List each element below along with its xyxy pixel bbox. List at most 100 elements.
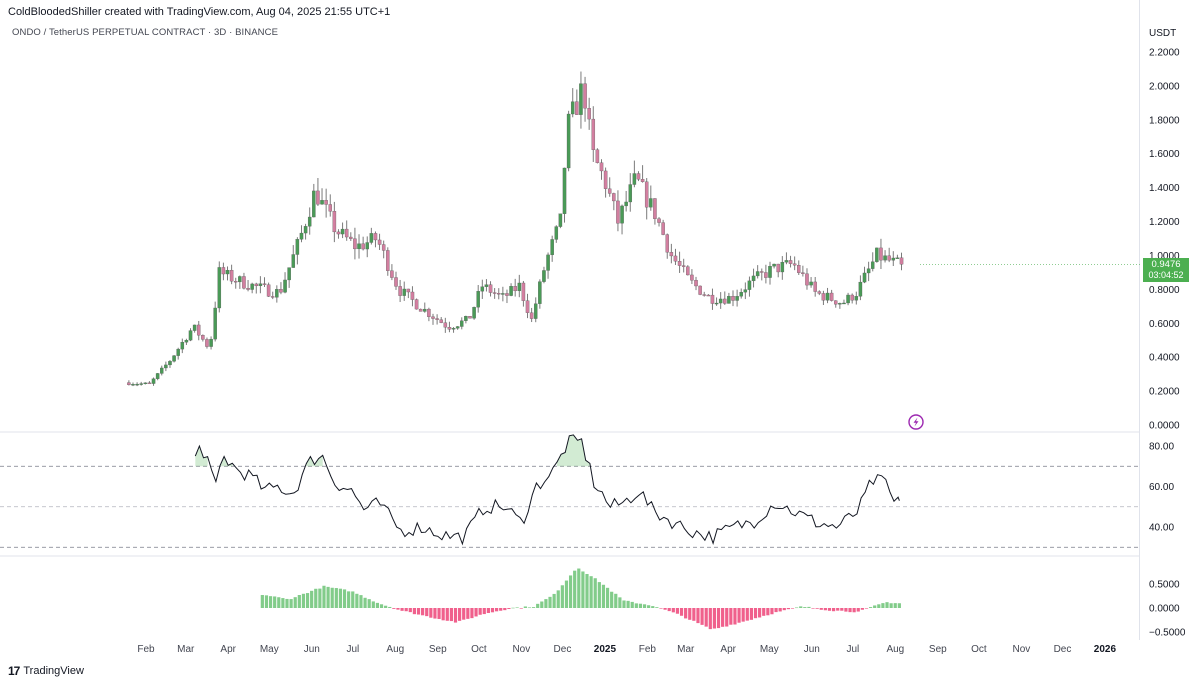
candle-178 [858, 275, 863, 301]
histogram-bar-130 [795, 607, 799, 609]
histogram-bar-34 [400, 608, 404, 611]
candle-45 [312, 183, 316, 218]
candle-62 [381, 240, 386, 259]
histogram-bar-119 [749, 608, 753, 620]
tradingview-footer[interactable]: 17 TradingView [8, 664, 84, 678]
candle-156 [768, 261, 772, 285]
histogram-bar-153 [889, 603, 893, 608]
candle-83 [468, 316, 472, 319]
candle-123 [632, 160, 637, 188]
histogram-bar-64 [523, 606, 527, 608]
candle-184 [883, 250, 887, 263]
candle-97 [525, 293, 530, 319]
histogram-bar-53 [478, 608, 482, 615]
candle-0 [127, 380, 131, 386]
candle-17 [196, 320, 201, 341]
candle-60 [373, 231, 378, 248]
candle-114 [595, 148, 600, 164]
candlestick-series [127, 71, 904, 387]
candle-160 [784, 252, 789, 265]
histogram-bar-80 [589, 576, 593, 608]
candle-14 [184, 338, 189, 345]
histogram-bar-141 [840, 608, 844, 611]
histogram-bar-36 [408, 608, 412, 613]
time-label-9: Nov [512, 644, 530, 655]
histogram-bar-82 [597, 582, 601, 608]
candle-89 [492, 288, 497, 299]
candle-44 [307, 207, 312, 235]
histogram-bar-30 [384, 605, 388, 608]
candle-112 [587, 97, 591, 130]
candle-183 [879, 238, 883, 270]
histogram-bar-7 [289, 599, 293, 608]
candle-21 [213, 301, 217, 342]
histogram-bar-44 [441, 608, 445, 621]
candle-170 [825, 287, 830, 304]
lightning-icon[interactable] [908, 414, 924, 430]
candle-30 [250, 282, 254, 294]
time-label-17: Jul [846, 644, 859, 655]
candle-177 [854, 291, 859, 305]
candle-163 [797, 260, 801, 275]
candle-116 [603, 167, 608, 198]
histogram-bar-146 [860, 608, 864, 610]
candle-40 [291, 245, 296, 268]
candle-128 [653, 198, 657, 225]
candle-180 [866, 261, 871, 282]
time-axis[interactable]: Feb Mar Apr May Jun Jul Aug Sep Oct Nov Dec 2025 Feb… [137, 644, 1116, 655]
candle-146 [727, 292, 731, 304]
price-axis[interactable]: USDT 2.2000 2.0000 1.8000 1.6000 1.4000 1.2000… [920, 28, 1180, 432]
price-tick-label-6: 1.0000 [1149, 251, 1180, 262]
candle-148 [735, 289, 739, 307]
histogram-bar-124 [770, 608, 774, 615]
histogram-bar-3 [273, 596, 277, 608]
histogram-bar-147 [864, 608, 869, 609]
histogram-bar-149 [873, 605, 877, 608]
candle-186 [891, 251, 896, 267]
candle-82 [464, 315, 468, 324]
histogram-bar-70 [548, 596, 552, 608]
histogram-bar-94 [647, 605, 651, 608]
candle-54 [349, 232, 353, 241]
candle-111 [583, 76, 587, 122]
candle-52 [340, 222, 345, 239]
histogram-bar-115 [733, 608, 737, 625]
candle-73 [427, 307, 431, 322]
candle-57 [361, 236, 365, 251]
overbought-fill-0 [195, 445, 208, 467]
candle-11 [172, 355, 176, 363]
histogram-bar-89 [626, 600, 630, 608]
histogram-bar-111 [716, 608, 721, 629]
candle-88 [488, 281, 493, 297]
candle-151 [747, 276, 752, 297]
price-tick-label-5: 1.2000 [1149, 217, 1180, 228]
histogram-bar-2 [268, 596, 273, 608]
histogram-bar-27 [371, 601, 375, 608]
histogram-bar-102 [679, 608, 684, 616]
histogram-bar-84 [605, 587, 610, 608]
candle-174 [842, 299, 846, 305]
candle-157 [772, 263, 776, 269]
candle-104 [554, 225, 559, 243]
candle-107 [566, 110, 571, 172]
candle-138 [694, 276, 698, 291]
hist-tick-label-0: 0.5000 [1149, 580, 1180, 591]
candle-147 [731, 290, 735, 307]
time-label-6: Aug [386, 644, 404, 655]
time-label-22: Dec [1054, 644, 1072, 655]
candle-119 [616, 190, 620, 232]
histogram-bar-116 [737, 608, 741, 623]
candle-137 [690, 269, 694, 284]
histogram-bar-9 [297, 594, 301, 608]
histogram-bar-45 [445, 608, 449, 621]
candle-109 [575, 89, 579, 115]
histogram-bar-150 [877, 604, 881, 608]
candle-144 [718, 292, 723, 309]
candle-162 [792, 256, 797, 271]
histogram-bar-38 [416, 608, 421, 615]
candle-140 [702, 291, 706, 297]
histogram-bar-52 [474, 608, 478, 617]
histogram-bar-32 [392, 608, 396, 609]
candle-126 [644, 178, 649, 220]
